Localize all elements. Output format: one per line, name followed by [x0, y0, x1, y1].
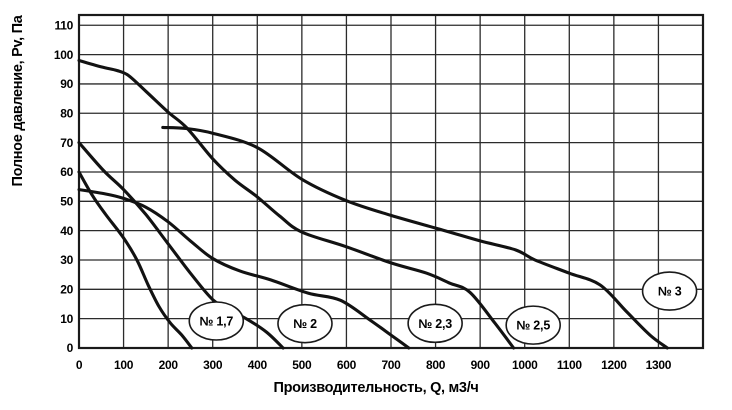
curve-label-text: № 2,3 [418, 317, 452, 331]
curve-label-ellipse [188, 301, 245, 341]
x-tick-label: 700 [381, 358, 401, 372]
y-tick-label: 90 [60, 77, 73, 91]
curve-label: № 1,7 [188, 301, 245, 341]
y-tick-label: 80 [60, 106, 73, 120]
curve-label-text: № 3 [658, 285, 682, 299]
y-tick-label: 110 [55, 18, 74, 32]
x-tick-label: 500 [292, 358, 312, 372]
curve-no-2-3 [77, 188, 411, 350]
curve-label: № 3 [641, 271, 698, 311]
x-tick-label: 0 [76, 358, 83, 372]
x-tick-label: 1200 [601, 358, 627, 372]
x-tick-label: 400 [248, 358, 268, 372]
x-tick-label: 900 [471, 358, 491, 372]
grid-lines [79, 15, 703, 348]
x-tick-label: 100 [114, 358, 134, 372]
x-tick-label: 300 [203, 358, 223, 372]
y-tick-label: 50 [60, 195, 73, 209]
fan-curves [77, 58, 669, 350]
x-axis-title: Производительность, Q, м3/ч [273, 380, 478, 396]
y-axis-title: Полное давление, Pv, Па [10, 14, 26, 186]
y-tick-label: 70 [60, 136, 73, 150]
x-tick-label: 1300 [646, 358, 672, 372]
curve-no-2 [77, 141, 285, 350]
curve-label-text: № 2,5 [516, 319, 550, 333]
plot-frame [77, 13, 705, 350]
x-axis-tick-labels: 0 100 200 300 400 500 600 700 800 900 1000 1100 1200… [76, 358, 672, 372]
curve-no-3 [161, 125, 669, 350]
x-tick-label: 200 [159, 358, 179, 372]
y-tick-label: 10 [60, 312, 73, 326]
curve-label-ellipse [641, 271, 698, 311]
y-tick-label: 100 [54, 48, 74, 62]
y-tick-label: 60 [60, 165, 73, 179]
x-tick-label: 800 [426, 358, 446, 372]
x-tick-label: 1000 [512, 358, 538, 372]
y-tick-label: 20 [60, 283, 73, 297]
curve-label: № 2,5 [505, 305, 561, 345]
x-tick-label: 1100 [557, 358, 582, 372]
curve-label-text: № 2 [293, 317, 317, 331]
curve-labels: № 1,7 № 2 № 2,3 № 2,5 № 3 [188, 271, 698, 345]
curve-label: № 2 [277, 303, 333, 344]
y-tick-label: 0 [67, 341, 74, 355]
y-axis-tick-labels: 0 10 20 30 40 50 60 70 80 90 100 110 [54, 18, 74, 355]
curve-label-ellipse [407, 303, 463, 344]
x-tick-label: 600 [337, 358, 357, 372]
curve-no-1-7 [77, 170, 194, 350]
y-tick-label: 30 [60, 253, 73, 267]
y-tick-label: 40 [60, 224, 73, 238]
curve-label: № 2,3 [407, 303, 463, 344]
curve-label-ellipse [505, 305, 561, 345]
curve-label-text: № 1,7 [199, 315, 233, 329]
curve-no-2-5 [77, 58, 516, 350]
curve-label-ellipse [277, 303, 333, 344]
